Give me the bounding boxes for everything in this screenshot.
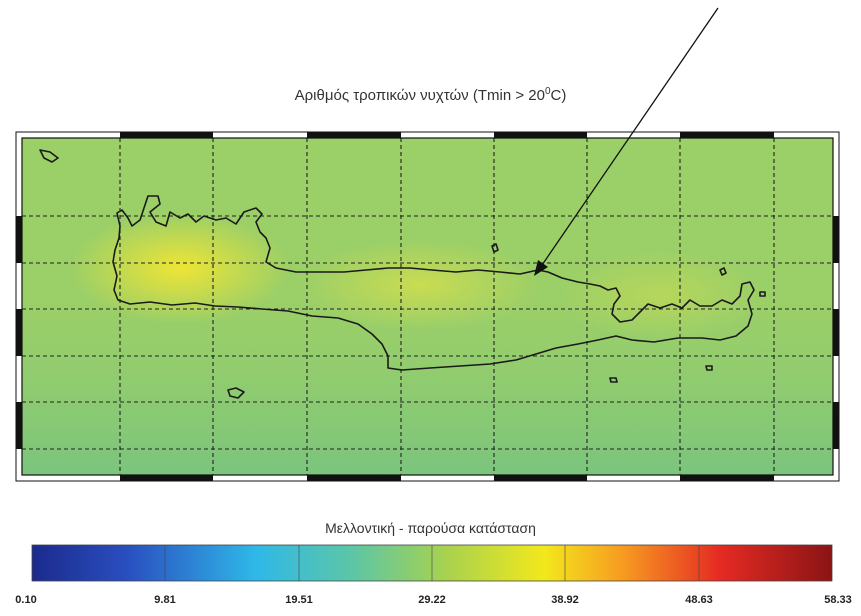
colorbar: [31, 544, 833, 582]
temperature-field: [22, 138, 833, 475]
colorbar-tick: 19.51: [285, 594, 313, 606]
map-grid: [22, 138, 833, 475]
colorbar-tick: 58.33: [824, 594, 852, 606]
colorbar-tick: 38.92: [551, 594, 579, 606]
annotation-arrow: [534, 7, 719, 276]
colorbar-tick: 48.63: [685, 594, 713, 606]
colorbar-title: Μελλοντική - παρούσα κατάσταση: [325, 520, 536, 536]
coastline: [39, 149, 766, 399]
colorbar-tick: 9.81: [154, 594, 176, 606]
colorbar-tick: 29.22: [418, 594, 446, 606]
colorbar-tick: 0.10: [15, 594, 37, 606]
map-frame: [15, 131, 840, 482]
map-title: Αριθμός τροπικών νυχτών (Tmin > 200C): [294, 86, 567, 104]
